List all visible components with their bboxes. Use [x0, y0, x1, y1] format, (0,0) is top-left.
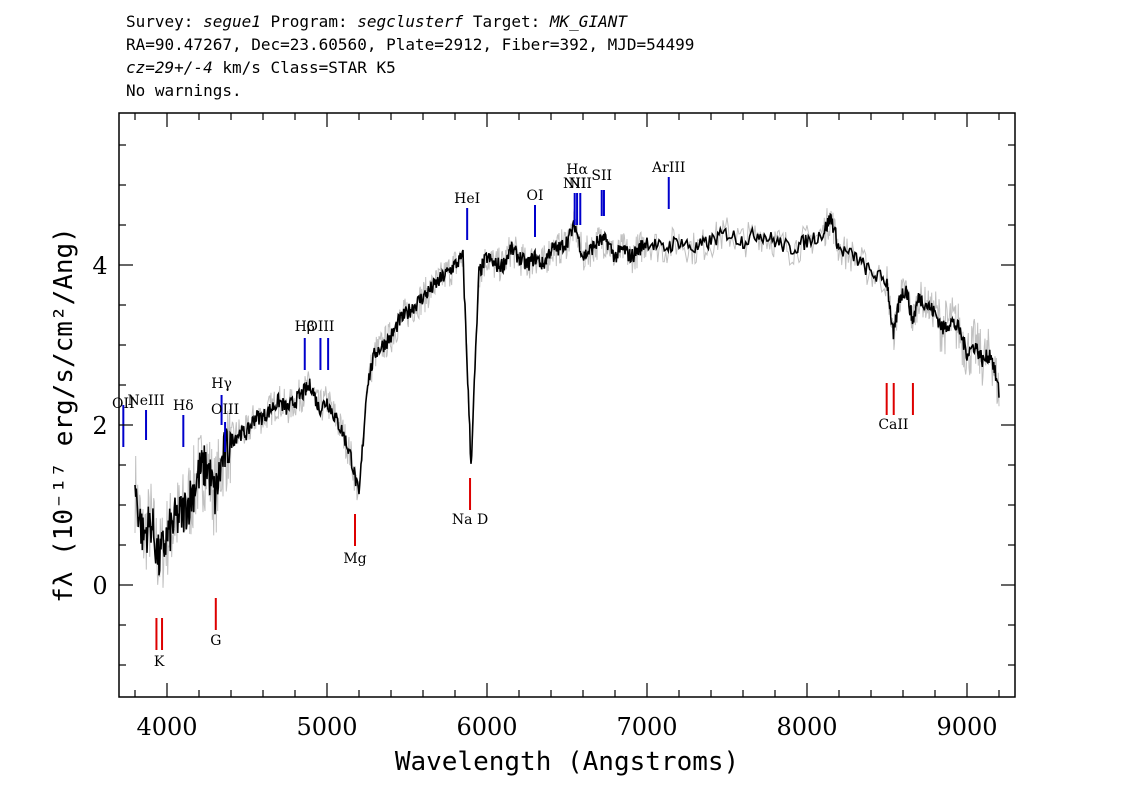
x-tick-label-6000: 6000	[456, 713, 517, 741]
x-tick-label-9000: 9000	[936, 713, 997, 741]
flux-series-line	[134, 212, 1000, 576]
absorption-line-label-3: Mg	[343, 551, 366, 567]
emission-line-label-1: NeIII	[127, 393, 164, 409]
survey-value: segue1	[203, 12, 261, 31]
header-line-coords: RA=90.47267, Dec=23.60560, Plate=2912, F…	[126, 35, 695, 54]
emission-line-label-6: OIII	[306, 319, 334, 335]
emission-line-label-9: OI	[526, 188, 543, 204]
absorption-line-label-5: CaII	[878, 417, 908, 433]
x-tick-label-4000: 4000	[136, 713, 197, 741]
ticks-layer: 4000 5000 6000 7000 8000 9000 0 2 4	[92, 113, 1015, 741]
emission-line-label-4: OIII	[211, 402, 239, 418]
header-line-redshift: cz=29+/-4 km/s Class=STAR K5	[126, 56, 694, 79]
emission-line-label-0: OII	[112, 396, 135, 412]
plot-frame	[118, 112, 1016, 698]
emission-line-label-13: SII	[591, 168, 612, 184]
redshift-value: cz=29+/-4	[126, 58, 213, 77]
absorption-line-label-1: H	[156, 0, 168, 4]
target-label: Target:	[472, 12, 541, 31]
target-value: MK_GIANT	[549, 12, 627, 31]
series-layer	[134, 208, 1000, 588]
program-value: segclusterf	[357, 12, 464, 31]
y-tick-label-2: 2	[92, 412, 107, 440]
y-axis-title: fλ (10⁻¹⁷ erg/s/cm²/Ang)	[49, 227, 79, 603]
x-axis-title: Wavelength (Angstroms)	[395, 747, 739, 777]
y-tick-label-0: 0	[92, 572, 107, 600]
emission-line-label-12: NII	[569, 176, 592, 192]
emission-line-label-10: NII	[563, 176, 586, 192]
spectrum-header: Survey: segue1 Program: segclusterf Targ…	[126, 10, 694, 102]
x-tick-label-7000: 7000	[616, 713, 677, 741]
emission-line-label-11: Hα	[566, 162, 588, 178]
absorption-line-label-2: G	[210, 633, 221, 649]
emission-line-label-3: Hγ	[211, 376, 232, 392]
absorption-line-label-0: K	[154, 654, 165, 670]
class-value: km/s Class=STAR K5	[222, 58, 396, 77]
y-tick-label-4: 4	[92, 252, 107, 280]
x-tick-label-8000: 8000	[776, 713, 837, 741]
header-line-warnings: No warnings.	[126, 81, 242, 100]
x-tick-label-5000: 5000	[296, 713, 357, 741]
absorption-line-label-4: Na D	[452, 512, 488, 528]
survey-label: Survey:	[126, 12, 194, 31]
emission-line-label-8: HeI	[454, 191, 480, 207]
emission-line-label-5: Hβ	[295, 319, 315, 335]
emission-line-label-15: ArIII	[651, 160, 685, 176]
emission-line-label-2: Hδ	[173, 398, 194, 414]
header-line-survey: Survey: segue1 Program: segclusterf Targ…	[126, 10, 694, 33]
program-label: Program:	[270, 12, 348, 31]
